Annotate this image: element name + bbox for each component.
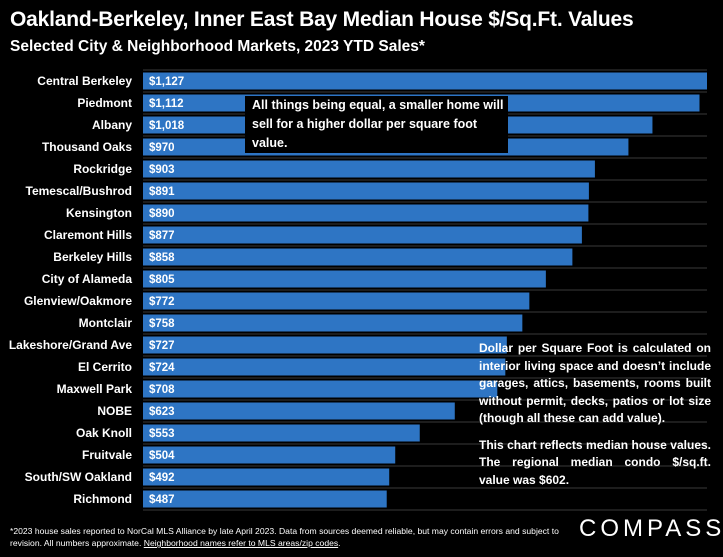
footnote-period: . bbox=[338, 538, 341, 548]
value-label: $805 bbox=[149, 274, 175, 286]
bar bbox=[143, 72, 707, 90]
value-label: $758 bbox=[149, 318, 175, 330]
category-label: Temescal/Bushrod bbox=[26, 184, 132, 198]
compass-logo: COMPASS bbox=[579, 515, 723, 542]
bar bbox=[143, 490, 387, 508]
category-label: Oak Knoll bbox=[76, 426, 132, 440]
category-label: Rockridge bbox=[73, 162, 132, 176]
bar bbox=[143, 226, 582, 244]
bar bbox=[143, 468, 390, 486]
value-label: $492 bbox=[149, 472, 175, 484]
value-label: $772 bbox=[149, 296, 175, 308]
footnote-link[interactable]: Neighborhood names refer to MLS areas/zi… bbox=[143, 538, 339, 548]
value-label: $858 bbox=[149, 252, 175, 264]
note-methodology: Dollar per Square Foot is calculated on … bbox=[479, 340, 711, 498]
bar bbox=[143, 182, 589, 200]
value-label: $970 bbox=[149, 142, 175, 154]
footnote: *2023 house sales reported to NorCal MLS… bbox=[10, 525, 570, 549]
value-label: $727 bbox=[149, 340, 175, 352]
bar bbox=[143, 314, 523, 332]
bar bbox=[143, 358, 506, 376]
bar bbox=[143, 336, 507, 354]
bar bbox=[143, 402, 455, 420]
value-label: $903 bbox=[149, 164, 175, 176]
category-label: Kensington bbox=[66, 206, 132, 220]
bar bbox=[143, 204, 589, 222]
chart-subtitle: Selected City & Neighborhood Markets, 20… bbox=[10, 38, 425, 55]
category-label: South/SW Oakland bbox=[25, 470, 132, 484]
category-label: Lakeshore/Grand Ave bbox=[9, 338, 132, 352]
category-label: Albany bbox=[92, 118, 132, 132]
value-label: $504 bbox=[149, 450, 175, 462]
category-label: Piedmont bbox=[77, 96, 132, 110]
value-label: $890 bbox=[149, 208, 175, 220]
bar bbox=[143, 160, 595, 178]
bar bbox=[143, 270, 546, 288]
category-label: City of Alameda bbox=[42, 272, 133, 286]
note-paragraph-definition: Dollar per Square Foot is calculated on … bbox=[479, 341, 711, 425]
value-label: $1,112 bbox=[149, 98, 184, 110]
value-label: $487 bbox=[149, 494, 175, 506]
value-label: $877 bbox=[149, 230, 175, 242]
value-label: $724 bbox=[149, 362, 175, 374]
value-label: $891 bbox=[149, 186, 175, 198]
category-label: Montclair bbox=[79, 316, 133, 330]
category-label: Glenview/Oakmore bbox=[24, 294, 132, 308]
category-label: Central Berkeley bbox=[37, 74, 132, 88]
value-label: $1,018 bbox=[149, 120, 185, 132]
bar bbox=[143, 292, 530, 310]
category-label: Berkeley Hills bbox=[53, 250, 132, 264]
category-label: Fruitvale bbox=[82, 448, 132, 462]
bar bbox=[143, 248, 573, 266]
category-label: Maxwell Park bbox=[57, 382, 133, 396]
bar bbox=[143, 446, 396, 464]
category-label: Richmond bbox=[73, 492, 132, 506]
value-label: $708 bbox=[149, 384, 175, 396]
bar bbox=[143, 380, 498, 398]
chart-title: Oakland-Berkeley, Inner East Bay Median … bbox=[10, 8, 634, 31]
footnote-text: *2023 house sales reported to NorCal MLS… bbox=[10, 526, 559, 548]
category-label: El Cerrito bbox=[78, 360, 132, 374]
category-label: NOBE bbox=[97, 404, 132, 418]
value-label: $553 bbox=[149, 428, 175, 440]
note-paragraph-condo: This chart reflects median house values.… bbox=[479, 437, 711, 487]
category-label: Claremont Hills bbox=[44, 228, 132, 242]
bar bbox=[143, 424, 420, 442]
value-label: $623 bbox=[149, 406, 175, 418]
note-smaller-home: All things being equal, a smaller home w… bbox=[245, 96, 508, 153]
category-label: Thousand Oaks bbox=[42, 140, 132, 154]
value-label: $1,127 bbox=[149, 76, 184, 88]
